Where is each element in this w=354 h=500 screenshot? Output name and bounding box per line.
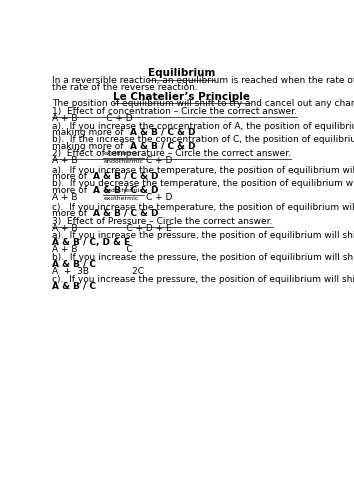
Text: exothermic: exothermic xyxy=(103,196,139,200)
Text: 1)  Effect of concentration – Circle the correct answer.: 1) Effect of concentration – Circle the … xyxy=(52,106,297,116)
Text: A  +  3B               2C: A + 3B 2C xyxy=(52,267,144,276)
Text: C + D: C + D xyxy=(146,156,172,165)
Text: A & B / C & D: A & B / C & D xyxy=(93,172,159,181)
Text: A + B: A + B xyxy=(52,193,81,202)
Text: more of: more of xyxy=(52,172,93,181)
Text: more of: more of xyxy=(52,186,93,194)
Text: A & B / C: A & B / C xyxy=(52,281,97,290)
Text: A + B          C + D: A + B C + D xyxy=(52,114,133,123)
Text: In a reversible reaction, an equilibrium is reached when the rate of the forward: In a reversible reaction, an equilibrium… xyxy=(52,76,354,86)
Text: A & B / C, D & E: A & B / C, D & E xyxy=(52,238,131,247)
Text: exothermic: exothermic xyxy=(103,151,139,156)
Text: A & B / C & D: A & B / C & D xyxy=(93,209,159,218)
Text: Equilibrium: Equilibrium xyxy=(148,68,215,78)
Text: The position of equilibrium will shift to try and cancel out any change that you: The position of equilibrium will shift t… xyxy=(52,100,354,108)
Text: a).  If you increase the concentration of A, the position of equilibrium will sh: a). If you increase the concentration of… xyxy=(52,122,354,130)
Text: b).  If you decrease the temperature, the position of equilibrium will shift the: b). If you decrease the temperature, the… xyxy=(52,179,354,188)
Text: b).  If you increase the pressure, the position of equilibrium will shift the: b). If you increase the pressure, the po… xyxy=(52,253,354,262)
Text: 3)  Effect of Pressure – Circle the correct answer.: 3) Effect of Pressure – Circle the corre… xyxy=(52,216,273,226)
Text: A & B / C: A & B / C xyxy=(52,260,97,268)
Text: A & B / C & D: A & B / C & D xyxy=(130,128,195,137)
Text: A & B / C & D: A & B / C & D xyxy=(130,142,195,150)
Text: A + B                 C: A + B C xyxy=(52,246,133,254)
Text: A + B                 C + D + E: A + B C + D + E xyxy=(52,224,172,233)
Text: A & B / C & D: A & B / C & D xyxy=(93,186,159,194)
Text: C + D: C + D xyxy=(146,193,172,202)
Text: making more of: making more of xyxy=(52,128,130,137)
Text: endothermic: endothermic xyxy=(103,158,143,164)
Text: a).  If you increase the temperature, the position of equilibrium will shift the: a). If you increase the temperature, the… xyxy=(52,166,354,174)
Text: Le Chatelier’s Principle: Le Chatelier’s Principle xyxy=(113,92,250,102)
Text: 2)  Effect of temperature – Circle the correct answer.: 2) Effect of temperature – Circle the co… xyxy=(52,150,291,158)
Text: making more of: making more of xyxy=(52,142,130,150)
Text: c).  If you increase the temperature, the position of equilibrium will shift the: c). If you increase the temperature, the… xyxy=(52,202,354,211)
Text: endothermic: endothermic xyxy=(103,188,143,193)
Text: A + B: A + B xyxy=(52,156,81,165)
Text: b).  If the increase the concentration of C, the position of equilibrium will sh: b). If the increase the concentration of… xyxy=(52,136,354,144)
Text: c).  If you increase the pressure, the position of equilibrium will shift the: c). If you increase the pressure, the po… xyxy=(52,274,354,283)
Text: a).  If you increase the pressure, the position of equilibrium will shift the: a). If you increase the pressure, the po… xyxy=(52,232,354,240)
Text: the rate of the reverse reaction.: the rate of the reverse reaction. xyxy=(52,83,198,92)
Text: more of: more of xyxy=(52,209,93,218)
